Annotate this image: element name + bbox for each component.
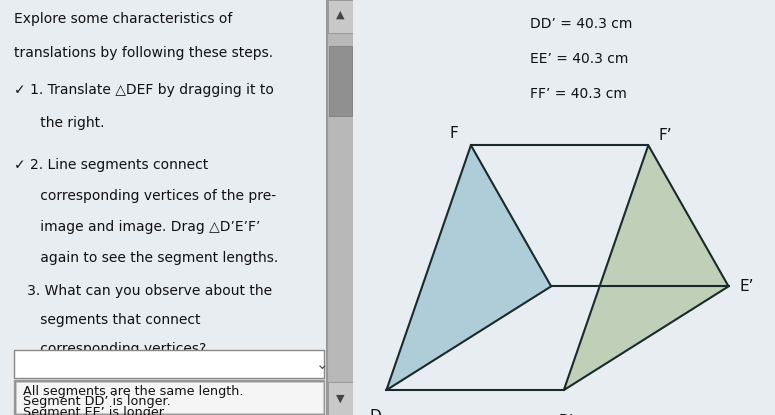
- Text: segments that connect: segments that connect: [14, 313, 201, 327]
- FancyBboxPatch shape: [328, 382, 353, 415]
- Text: 3. What can you observe about the: 3. What can you observe about the: [14, 284, 272, 298]
- Text: ▼: ▼: [336, 393, 345, 403]
- Text: again to see the segment lengths.: again to see the segment lengths.: [14, 251, 278, 265]
- Text: E’: E’: [739, 279, 753, 294]
- Text: corresponding vertices of the pre-: corresponding vertices of the pre-: [14, 189, 276, 203]
- Text: All segments are the same length.: All segments are the same length.: [23, 385, 243, 398]
- Text: ✓ 2. Line segments connect: ✓ 2. Line segments connect: [14, 158, 208, 172]
- FancyBboxPatch shape: [329, 46, 352, 116]
- FancyBboxPatch shape: [14, 380, 325, 414]
- Text: image and image. Drag △D’E’F’: image and image. Drag △D’E’F’: [14, 220, 260, 234]
- Polygon shape: [387, 145, 551, 390]
- Text: F: F: [449, 126, 458, 141]
- Text: DD’ = 40.3 cm: DD’ = 40.3 cm: [530, 17, 632, 31]
- Text: Explore some characteristics of: Explore some characteristics of: [14, 12, 232, 27]
- Text: EE’ = 40.3 cm: EE’ = 40.3 cm: [530, 52, 629, 66]
- Text: ⌄: ⌄: [316, 357, 329, 372]
- Text: the right.: the right.: [14, 116, 105, 130]
- Text: ✓ 1. Translate △DEF by dragging it to: ✓ 1. Translate △DEF by dragging it to: [14, 83, 274, 97]
- Text: Segment DD’ is longer.: Segment DD’ is longer.: [23, 395, 170, 408]
- Text: D: D: [370, 409, 382, 415]
- Text: translations by following these steps.: translations by following these steps.: [14, 46, 274, 60]
- Text: FF’ = 40.3 cm: FF’ = 40.3 cm: [530, 87, 627, 101]
- FancyBboxPatch shape: [328, 0, 353, 415]
- FancyBboxPatch shape: [328, 0, 353, 33]
- Text: F’: F’: [659, 128, 673, 143]
- Text: ▲: ▲: [336, 10, 345, 20]
- Text: Segment EE’ is longer.: Segment EE’ is longer.: [23, 406, 167, 415]
- Polygon shape: [564, 145, 728, 390]
- FancyBboxPatch shape: [14, 350, 325, 378]
- Text: D’: D’: [558, 413, 574, 415]
- Text: corresponding vertices?: corresponding vertices?: [14, 342, 206, 356]
- FancyBboxPatch shape: [16, 382, 323, 413]
